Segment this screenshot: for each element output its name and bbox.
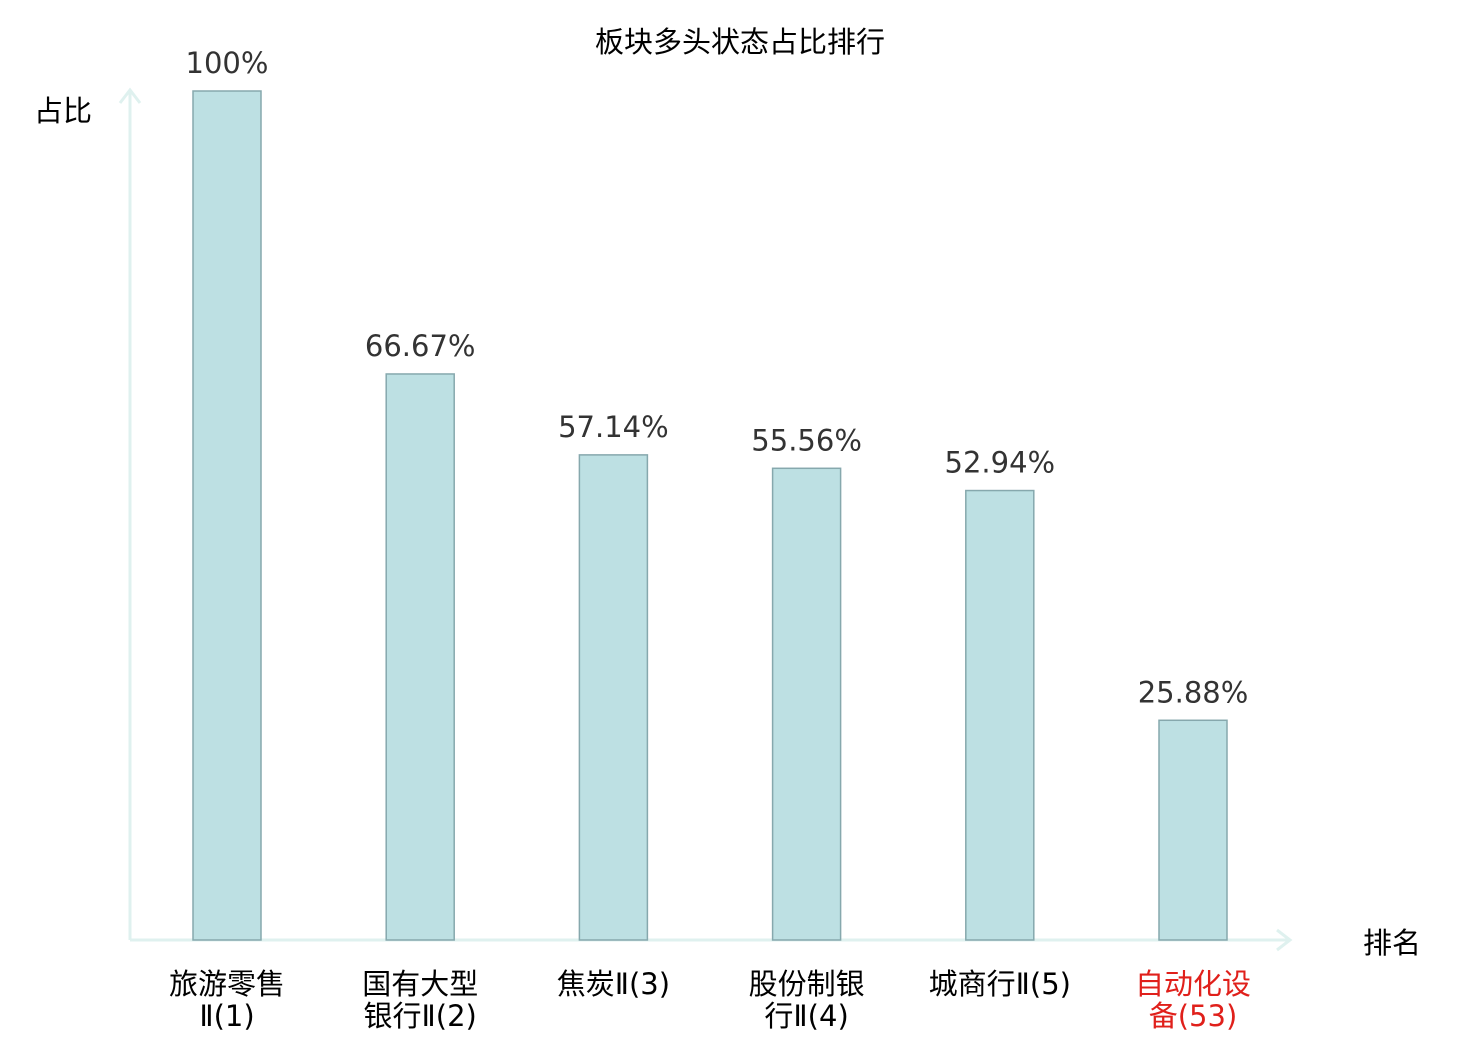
x-tick-label-line: 自动化设 (1135, 967, 1251, 1001)
data-label: 25.88% (1138, 675, 1249, 709)
data-label: 100% (186, 46, 269, 80)
x-tick-label-line: 银行Ⅱ(2) (364, 999, 477, 1033)
x-axis-arrow-icon (1276, 928, 1293, 952)
value-labels-group: 100% 66.67% 57.14% 55.56% 52.94% 25.88% (186, 46, 1249, 709)
x-tick-label-line: 国有大型 (362, 967, 478, 1001)
x-tick-label-line: 行Ⅱ(4) (764, 999, 848, 1033)
chart-title: 板块多头状态占比排行 (595, 25, 885, 59)
bar (965, 489, 1035, 941)
x-tick-label-line: 焦炭Ⅱ(3) (557, 967, 670, 1001)
x-tick-label-line: 城商行Ⅱ(5) (929, 967, 1071, 1001)
bar (771, 467, 842, 941)
x-tick-label-line: 股份制银 (749, 967, 865, 1001)
axes (118, 87, 1293, 952)
data-label: 55.56% (751, 423, 862, 457)
x-tick-label: 国有大型银行Ⅱ(2) (362, 967, 478, 1033)
bar (578, 454, 649, 941)
category-labels-group: 旅游零售 Ⅱ(1) 国有大型银行Ⅱ(2) 焦炭Ⅱ(3) 股份制银行Ⅱ(4) 城商行Ⅱ(5)… (169, 967, 1251, 1033)
bar (192, 90, 262, 941)
data-label: 52.94% (945, 446, 1056, 480)
bars-group (192, 90, 1228, 941)
x-tick-label: 旅游零售 Ⅱ(1) (169, 967, 285, 1033)
bar (385, 373, 455, 941)
x-tick-label: 股份制银行Ⅱ(4) (749, 967, 865, 1033)
x-tick-label-line: 旅游零售 (169, 967, 285, 1001)
x-tick-label: 焦炭Ⅱ(3) (557, 967, 670, 1001)
x-tick-label: 城商行Ⅱ(5) (929, 967, 1071, 1001)
y-axis-label: 占比 (34, 94, 92, 128)
data-label: 66.67% (365, 329, 476, 363)
x-axis-label: 排名 (1363, 926, 1421, 960)
data-label: 57.14% (558, 410, 669, 444)
x-tick-label-line: Ⅱ(1) (199, 999, 254, 1033)
x-tick-label-highlighted: 自动化设备(53) (1135, 967, 1251, 1033)
y-axis-arrow-icon (118, 87, 142, 104)
x-tick-label-line: 备(53) (1149, 999, 1238, 1033)
bar (1158, 719, 1228, 941)
